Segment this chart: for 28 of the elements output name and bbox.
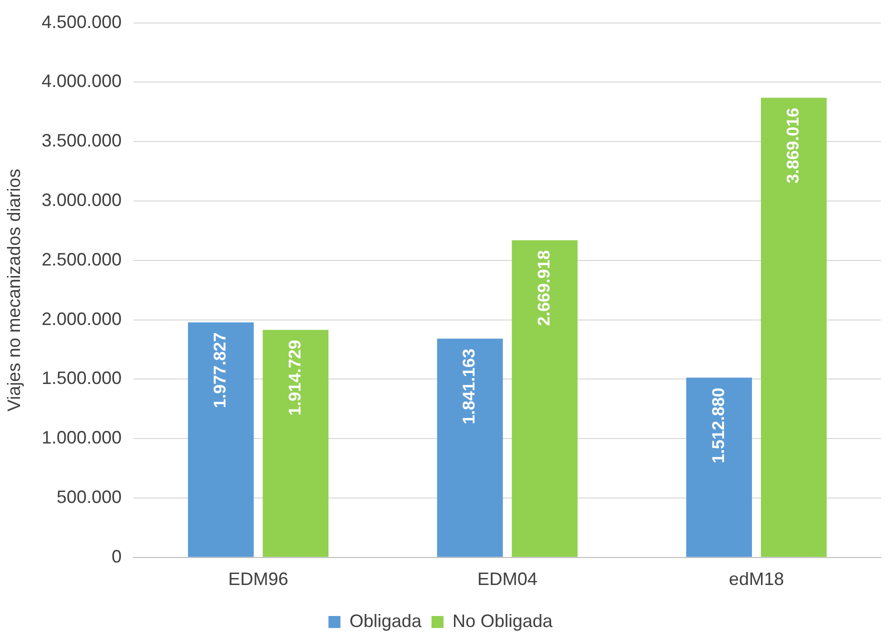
y-tick-label: 4.500.000 (42, 12, 122, 32)
y-tick-label: 2.500.000 (42, 249, 122, 270)
y-tick-label: 1.000.000 (42, 428, 122, 448)
bar (262, 330, 328, 557)
bar (686, 378, 752, 557)
x-tick-label: EDM96 (228, 569, 288, 590)
data-label: 1.841.163 (460, 348, 479, 424)
y-tick-label: 3.500.000 (42, 130, 122, 151)
bar (437, 338, 503, 557)
bar (760, 98, 827, 557)
y-tick-label: 2.000.000 (42, 308, 122, 329)
y-tick-label: 500.000 (56, 486, 122, 507)
legend-label: Obligada (349, 610, 422, 631)
data-label: 1.977.827 (210, 332, 230, 408)
x-tick-label: EDM04 (477, 569, 538, 590)
y-axis-title: Viajes no mecanizados diarios (4, 168, 24, 412)
y-tick-label: 0 (112, 546, 122, 566)
data-label: 1.512.880 (708, 388, 728, 464)
legend-label: No Obligada (452, 610, 554, 631)
bar (188, 322, 254, 557)
y-tick-label: 3.000.000 (42, 190, 122, 210)
y-tick-label: 1.500.000 (42, 368, 122, 388)
data-label: 1.914.729 (285, 340, 304, 416)
y-tick-label: 4.000.000 (42, 71, 122, 92)
x-tick-label: edM18 (728, 569, 784, 590)
bar (512, 240, 578, 557)
data-label: 3.869.016 (784, 108, 802, 184)
data-label: 2.669.918 (534, 250, 554, 326)
